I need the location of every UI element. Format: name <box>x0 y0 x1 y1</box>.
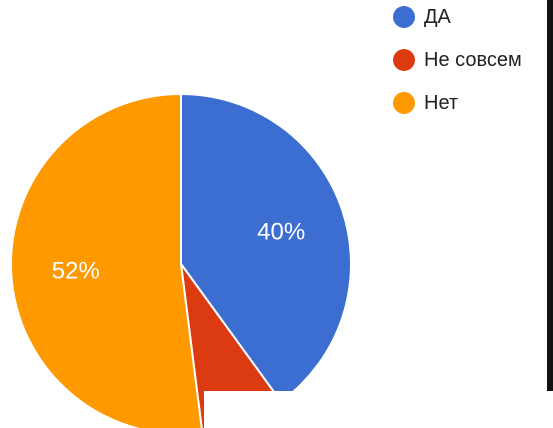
pie-slice-2[interactable] <box>10 92 203 428</box>
legend-item-net[interactable]: Нет <box>393 92 522 114</box>
legend-item-ne-sovsem[interactable]: Не совсем <box>393 49 522 71</box>
slice-label-2: 52% <box>52 258 100 285</box>
legend-label-net: Нет <box>424 91 459 114</box>
pie-slice-0[interactable] <box>180 92 352 403</box>
legend-label-ne-sovsem: Не совсем <box>424 48 522 71</box>
legend-swatch-ne-sovsem <box>393 49 415 71</box>
legend-swatch-da <box>393 6 415 28</box>
frame-edge <box>547 0 553 400</box>
legend-swatch-net <box>393 92 415 114</box>
legend-item-da[interactable]: ДА <box>393 6 522 28</box>
legend-label-da: ДА <box>424 5 451 28</box>
cropped-area <box>204 391 553 428</box>
slice-label-0: 40% <box>257 218 305 245</box>
legend: ДА Не совсем Нет <box>393 6 522 135</box>
